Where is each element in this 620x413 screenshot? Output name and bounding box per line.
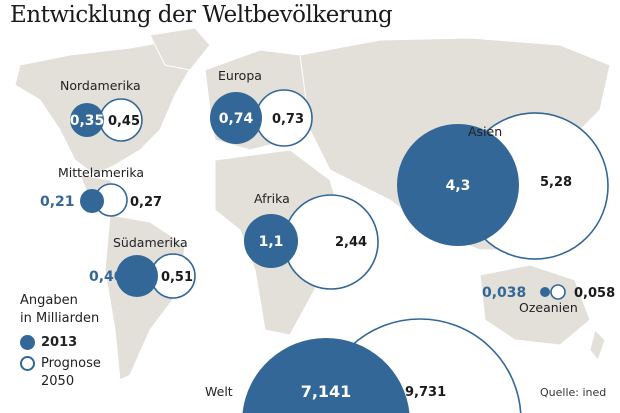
value-2013-welt: 7,141 [301, 382, 352, 401]
land-greenland [149, 27, 211, 71]
bubble-2013-ozeanien [540, 287, 550, 297]
value-2013-afrika: 1,1 [259, 234, 284, 250]
value-2050-afrika: 2,44 [335, 235, 367, 250]
filled-circle-icon [20, 335, 35, 350]
value-2050-suedamerika: 0,51 [161, 270, 193, 285]
bubble-2050-ozeanien [550, 284, 566, 300]
bubble-2013-suedamerika [116, 255, 158, 297]
value-2013-mittelamerika: 0,21 [40, 194, 75, 210]
region-label-nordamerika: Nordamerika [60, 78, 141, 93]
value-2013-europa: 0,74 [219, 111, 254, 127]
legend-label-prognose: Prognose [41, 356, 101, 371]
value-2050-mittelamerika: 0,27 [130, 195, 162, 210]
land-new-zealand [589, 329, 606, 362]
bubble-2013-europa [210, 92, 262, 144]
value-2050-nordamerika: 0,45 [108, 114, 140, 129]
value-2013-suedamerika: 0,40 [89, 269, 124, 285]
region-label-europa: Europa [218, 68, 262, 83]
value-2050-ozeanien: 0,058 [574, 286, 615, 301]
region-label-afrika: Afrika [254, 191, 290, 206]
value-2013-asien: 4,3 [446, 178, 471, 194]
value-2050-europa: 0,73 [272, 112, 304, 127]
region-label-asien: Asien [468, 124, 502, 139]
bubble-2050-suedamerika [150, 253, 196, 299]
bubble-2013-asien [396, 123, 519, 247]
region-label-suedamerika: Südamerika [113, 235, 188, 250]
value-2013-nordamerika: 0,35 [70, 113, 105, 129]
bubble-2013-mittelamerika [80, 189, 104, 213]
region-label-ozeanien: Ozeanien [519, 300, 578, 315]
legend-item-2013: 2013 [20, 332, 101, 353]
bubble-2050-afrika [283, 194, 379, 290]
bubble-2013-welt [242, 337, 410, 413]
land-australia [479, 264, 591, 346]
bubble-2050-mittelamerika [94, 183, 128, 217]
value-2013-ozeanien: 0,038 [482, 285, 526, 301]
source-note: Quelle: ined [540, 386, 607, 399]
region-label-mittelamerika: Mittelamerika [58, 165, 144, 180]
bubble-2013-afrika [244, 214, 298, 268]
bubble-2013-nordamerika [70, 103, 104, 137]
outline-circle-icon [20, 356, 35, 371]
value-2050-welt: 9,731 [405, 385, 446, 400]
legend-unit-line2: in Milliarden [20, 311, 100, 326]
legend-label-2050: 2050 [41, 374, 75, 389]
legend: Angaben in Milliarden 2013 Prognose 2050 [20, 290, 101, 392]
bubble-2050-europa [255, 89, 313, 147]
region-label-welt: Welt [205, 384, 233, 399]
legend-unit-line1: Angaben [20, 293, 78, 308]
legend-item-2050: Prognose [20, 353, 101, 374]
value-2050-asien: 5,28 [540, 175, 572, 190]
bubble-2050-nordamerika [99, 98, 143, 142]
legend-label-2013: 2013 [41, 335, 78, 350]
chart-title: Entwicklung der Weltbevölkerung [10, 2, 393, 28]
